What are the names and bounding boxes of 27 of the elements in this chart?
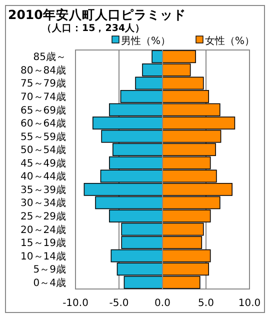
y-tick-label: 45～49歳 xyxy=(20,157,66,170)
x-tick-label: 10.0 xyxy=(238,298,261,309)
y-tick-label: 55～59歳 xyxy=(20,130,66,143)
x-tick-label: 5.0 xyxy=(198,298,214,309)
y-tick-label: 30～34歳 xyxy=(20,197,66,210)
y-tick-label: 50～54歳 xyxy=(20,144,66,156)
x-tick-label: 0.0 xyxy=(154,298,170,309)
x-tick-label: -5.0 xyxy=(109,298,129,309)
chart-title: 2010年安八町人口ピラミッド xyxy=(8,7,186,22)
chart-subtitle: （人口：15，234人） xyxy=(42,22,146,34)
y-tick-label: 80～84歳 xyxy=(20,64,66,76)
y-tick-label: 5～9歳 xyxy=(33,264,66,276)
y-tick-label: 10～14歳 xyxy=(20,250,66,262)
y-tick-label: 35～39歳 xyxy=(20,184,66,196)
y-tick-label: 40～44歳 xyxy=(20,170,66,183)
y-tick-label: 25～29歳 xyxy=(20,210,66,222)
x-tick-label: -10.0 xyxy=(62,298,88,309)
y-tick-label: 65～69歳 xyxy=(20,104,66,116)
y-tick-label: 20～24歳 xyxy=(20,224,66,236)
legend-label: 男性（%） xyxy=(121,35,171,47)
y-tick-label: 0～4歳 xyxy=(33,276,66,289)
y-tick-label: 60～64歳 xyxy=(20,118,66,130)
y-tick-label: 15～19歳 xyxy=(20,237,66,250)
y-tick-label: 70～74歳 xyxy=(20,90,66,103)
legend-label: 女性（%） xyxy=(205,35,255,47)
y-tick-label: 85歳～ xyxy=(33,51,66,64)
y-tick-label: 75～79歳 xyxy=(20,78,66,90)
